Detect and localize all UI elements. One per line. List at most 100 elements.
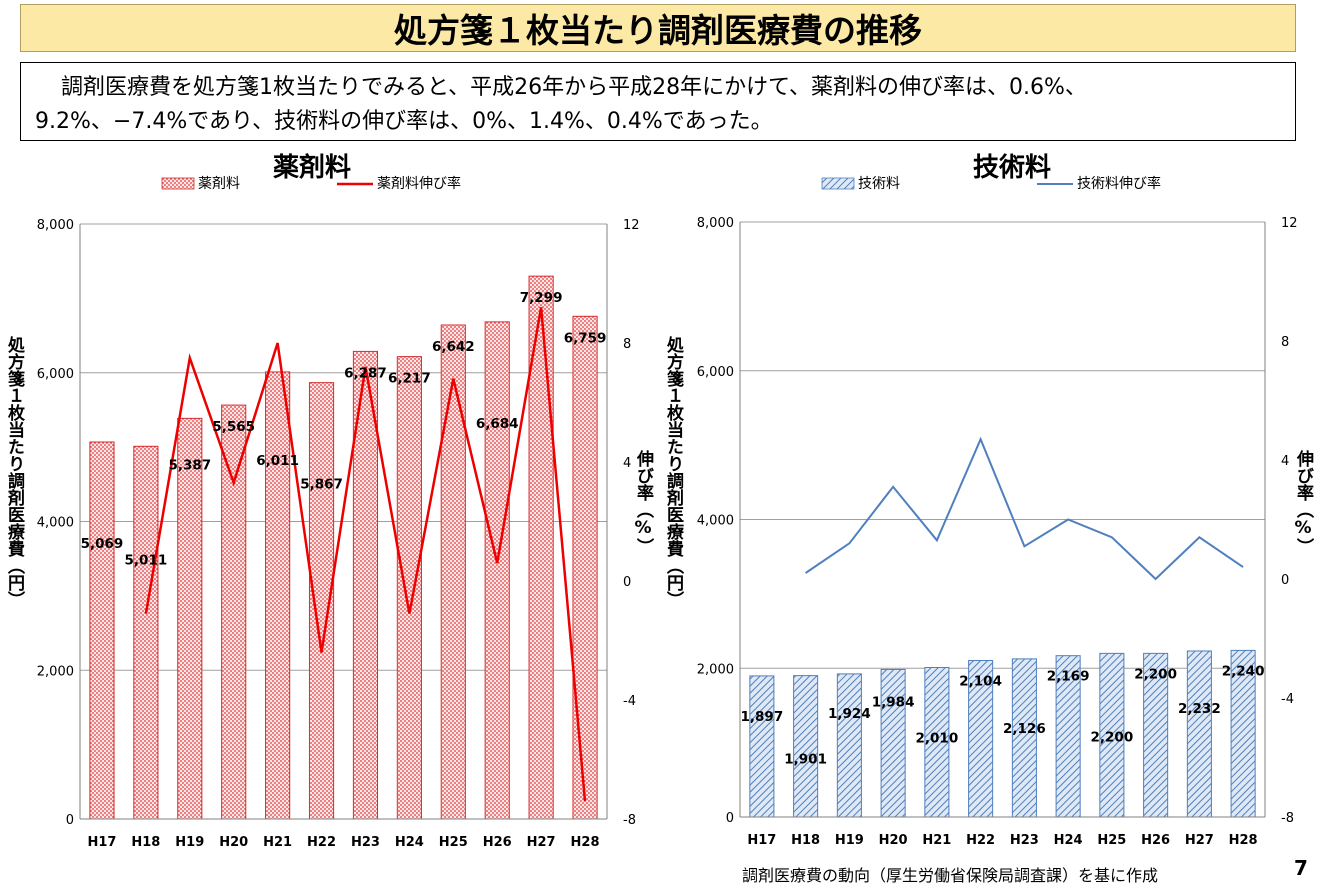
drug-bar	[484, 321, 510, 820]
drug-data-label: 6,011	[256, 453, 299, 469]
drug-y2-tick-label: -8	[623, 813, 636, 828]
drug-data-label: 5,387	[168, 457, 211, 473]
tech-data-label: 1,984	[872, 694, 915, 710]
drug-bar	[221, 404, 247, 820]
tech-x-tick-label: H27	[1185, 833, 1214, 848]
drug-y2-tick-label: -4	[623, 694, 636, 709]
tech-y2-tick-label: 8	[1281, 335, 1289, 350]
tech-legend-bar-swatch	[821, 177, 855, 190]
tech-x-tick-label: H24	[1054, 833, 1083, 848]
tech-x-tick-label: H26	[1141, 833, 1170, 848]
tech-data-label: 2,240	[1222, 663, 1265, 679]
drug-data-label: 5,867	[300, 477, 343, 493]
drug-x-tick-label: H18	[131, 835, 160, 850]
drug-y2-tick-label: 8	[623, 337, 631, 352]
drug-legend-bar-swatch	[161, 177, 195, 190]
tech-chart-title: 技術料	[973, 153, 1051, 183]
tech-data-label: 2,126	[1003, 721, 1046, 737]
page-number: 7	[1294, 856, 1308, 880]
tech-x-tick-label: H23	[1010, 833, 1039, 848]
drug-x-tick-label: H17	[87, 835, 116, 850]
tech-y2-tick-label: -8	[1281, 811, 1294, 826]
tech-data-label: 2,169	[1047, 669, 1090, 685]
tech-y2-tick-label: 0	[1281, 573, 1289, 588]
drug-data-label: 7,299	[520, 290, 563, 306]
tech-bar	[924, 667, 950, 818]
tech-legend-bar-label: 技術料	[858, 176, 900, 192]
summary-line-2: 9.2%、−7.4%であり、技術料の伸び率は、0%、1.4%、0.4%であった。	[35, 109, 773, 134]
tech-bar	[1143, 652, 1169, 818]
drug-bar	[133, 445, 159, 820]
tech-data-label: 1,924	[828, 706, 871, 722]
source-note: 調剤医療費の動向（厚生労働省保険局調査課）を基に作成	[742, 866, 1159, 885]
tech-bar	[1230, 649, 1256, 818]
tech-data-label: 2,232	[1178, 701, 1221, 717]
drug-y-axis-title: 処方箋１枚当たり調剤医療費（円）	[4, 336, 26, 608]
drug-data-label: 5,565	[212, 419, 255, 435]
tech-data-label: 1,901	[784, 752, 827, 768]
drug-y2-tick-label: 0	[623, 575, 631, 590]
drug-bar	[265, 371, 291, 820]
drug-y-tick-label: 4,000	[37, 516, 74, 531]
drug-data-label: 5,011	[125, 552, 168, 568]
tech-data-label: 2,010	[916, 731, 959, 747]
drug-y2-tick-label: 4	[623, 456, 631, 471]
tech-data-label: 2,200	[1134, 666, 1177, 682]
tech-bar	[1099, 652, 1125, 818]
drug-x-tick-label: H28	[571, 835, 600, 850]
tech-x-tick-label: H28	[1229, 833, 1258, 848]
tech-bar	[793, 675, 819, 818]
tech-bar	[1055, 655, 1081, 818]
tech-bar	[836, 673, 862, 818]
drug-x-tick-label: H21	[263, 835, 292, 850]
tech-legend-line-label: 技術料伸び率	[1077, 175, 1161, 192]
summary-line-1: 調剤医療費を処方箋1枚当たりでみると、平成26年から平成28年にかけて、薬剤料の…	[61, 75, 1087, 100]
drug-x-tick-label: H25	[439, 835, 468, 850]
tech-data-label: 2,200	[1091, 729, 1134, 745]
drug-x-tick-label: H24	[395, 835, 424, 850]
tech-y-tick-label: 8,000	[697, 216, 734, 231]
summary-box: 調剤医療費を処方箋1枚当たりでみると、平成26年から平成28年にかけて、薬剤料の…	[20, 62, 1296, 141]
tech-x-tick-label: H22	[966, 833, 995, 848]
drug-y-tick-label: 0	[66, 813, 74, 828]
drug-x-tick-label: H27	[527, 835, 556, 850]
drug-legend-line-label: 薬剤料伸び率	[377, 175, 461, 192]
drug-x-tick-label: H23	[351, 835, 380, 850]
tech-data-label: 2,104	[959, 674, 1002, 690]
drug-data-label: 6,642	[432, 339, 475, 355]
tech-growth-line	[805, 436, 1244, 581]
drug-x-tick-label: H26	[483, 835, 512, 850]
tech-x-tick-label: H20	[879, 833, 908, 848]
tech-x-tick-label: H25	[1097, 833, 1126, 848]
drug-bar	[396, 356, 422, 820]
drug-legend-bar-label: 薬剤料	[198, 176, 240, 192]
drug-y-tick-label: 2,000	[37, 664, 74, 679]
drug-bar	[572, 315, 598, 820]
drug-data-label: 6,217	[388, 371, 431, 387]
drug-y2-tick-label: 12	[623, 218, 640, 233]
drug-chart-title: 薬剤料	[273, 152, 351, 183]
drug-x-tick-label: H20	[219, 835, 248, 850]
drug-bar	[89, 441, 115, 820]
tech-bar	[1011, 658, 1037, 818]
drug-growth-line	[144, 307, 587, 802]
tech-y2-tick-label: -4	[1281, 692, 1294, 707]
drug-bar	[440, 324, 466, 820]
tech-bar	[749, 675, 775, 818]
drug-data-label: 6,287	[344, 365, 387, 381]
tech-y-tick-label: 4,000	[697, 514, 734, 529]
tech-y2-tick-label: 12	[1281, 216, 1298, 231]
tech-y-axis-title: 処方箋１枚当たり調剤医療費（円）	[663, 336, 685, 608]
drug-y-tick-label: 8,000	[37, 218, 74, 233]
tech-x-tick-label: H21	[922, 833, 951, 848]
tech-x-tick-label: H18	[791, 833, 820, 848]
tech-x-tick-label: H17	[747, 833, 776, 848]
drug-data-label: 6,684	[476, 416, 519, 432]
drug-x-tick-label: H22	[307, 835, 336, 850]
drug-data-label: 6,759	[564, 330, 607, 346]
tech-y-tick-label: 6,000	[697, 365, 734, 380]
drug-data-label: 5,069	[81, 536, 124, 552]
tech-y-tick-label: 0	[726, 811, 734, 826]
drug-bar	[177, 417, 203, 820]
